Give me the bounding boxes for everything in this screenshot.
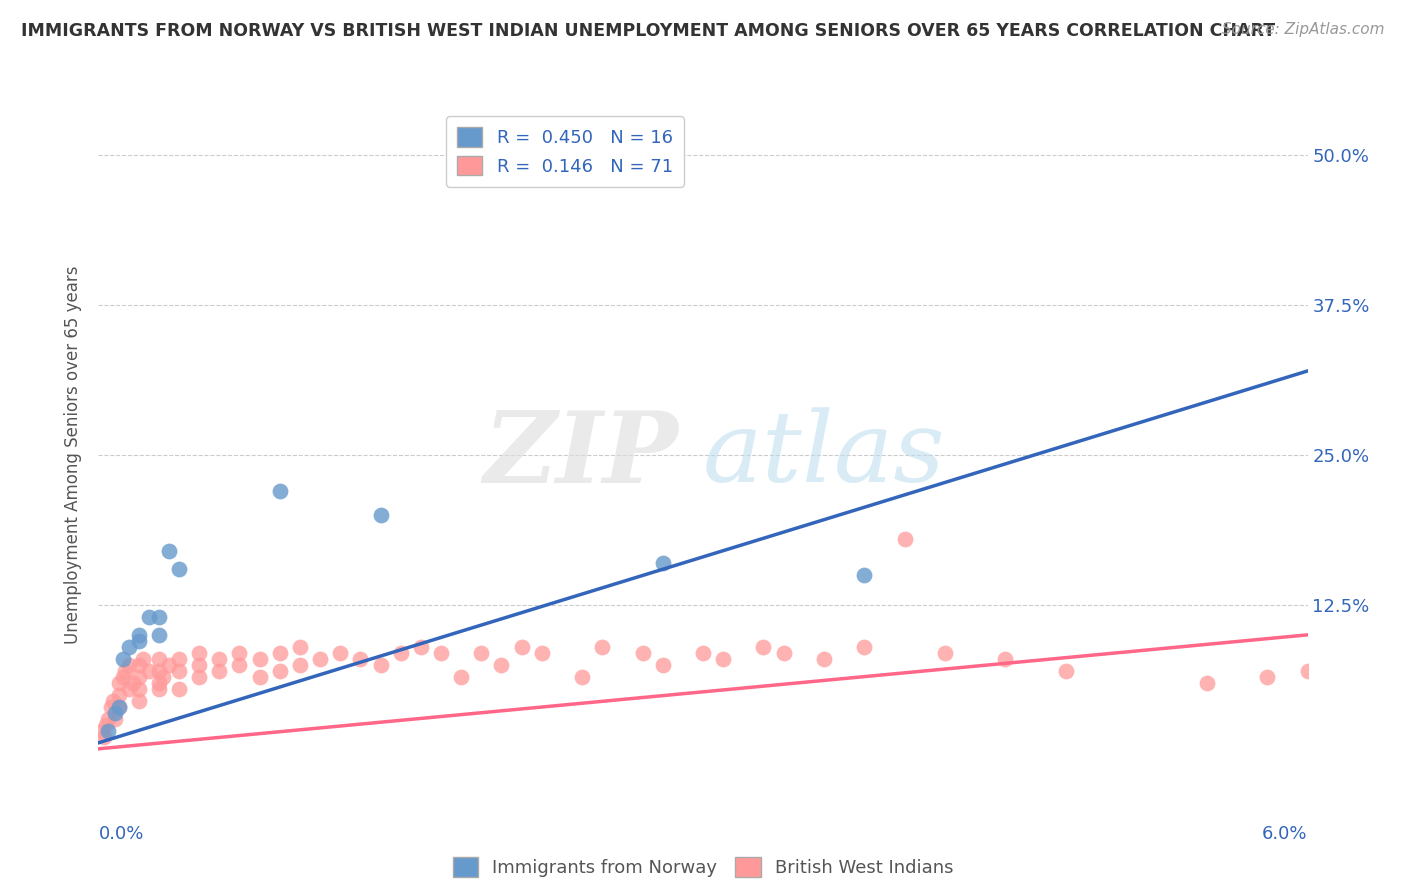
Point (249, 652, 271, 666)
Point (893, 532, 915, 546)
Point (167, 652, 190, 666)
Point (651, 556, 673, 570)
Text: Source: ZipAtlas.com: Source: ZipAtlas.com (1222, 22, 1385, 37)
Point (228, 646, 250, 660)
Point (1195, 676, 1218, 690)
Point (651, 657, 673, 672)
Point (571, 670, 593, 684)
Point (470, 646, 492, 660)
Point (1296, 664, 1319, 678)
Point (100, 699, 122, 714)
Point (148, 664, 170, 678)
Point (188, 670, 211, 684)
Point (111, 652, 134, 666)
Point (853, 567, 876, 582)
Point (148, 652, 170, 666)
Point (148, 628, 170, 642)
Point (97, 712, 120, 726)
Point (450, 670, 472, 684)
Point (208, 664, 231, 678)
Point (93, 730, 115, 744)
Point (409, 640, 432, 654)
Point (107, 676, 129, 690)
Point (101, 694, 124, 708)
Point (491, 657, 513, 672)
Point (309, 652, 332, 666)
Point (148, 676, 170, 690)
Point (711, 652, 734, 666)
Point (132, 652, 155, 666)
Point (148, 610, 170, 624)
Point (208, 652, 231, 666)
Point (118, 640, 141, 654)
Point (107, 688, 129, 702)
Point (91, 723, 114, 738)
Point (631, 646, 654, 660)
Point (148, 681, 170, 696)
Point (188, 646, 211, 660)
Point (118, 681, 141, 696)
Point (128, 633, 150, 648)
Point (349, 652, 371, 666)
Point (103, 712, 125, 726)
Point (128, 628, 150, 642)
Point (752, 640, 775, 654)
Point (772, 646, 794, 660)
Point (107, 699, 129, 714)
Point (97, 723, 120, 738)
Point (152, 670, 174, 684)
Point (370, 657, 392, 672)
Point (530, 646, 553, 660)
Point (228, 657, 250, 672)
Point (1054, 664, 1077, 678)
Point (430, 646, 453, 660)
Point (269, 664, 291, 678)
Point (138, 610, 160, 624)
Text: 0.0%: 0.0% (98, 825, 143, 843)
Text: ZIP: ZIP (484, 407, 679, 503)
Point (288, 640, 311, 654)
Point (853, 640, 876, 654)
Point (157, 544, 180, 558)
Point (188, 657, 211, 672)
Point (692, 646, 714, 660)
Point (96, 718, 118, 732)
Point (157, 657, 180, 672)
Text: 6.0%: 6.0% (1263, 825, 1308, 843)
Text: IMMIGRANTS FROM NORWAY VS BRITISH WEST INDIAN UNEMPLOYMENT AMONG SENIORS OVER 65: IMMIGRANTS FROM NORWAY VS BRITISH WEST I… (21, 22, 1275, 40)
Point (167, 664, 190, 678)
Point (510, 640, 533, 654)
Point (138, 664, 160, 678)
Point (103, 706, 125, 720)
Point (249, 670, 271, 684)
Point (128, 681, 150, 696)
Point (329, 646, 352, 660)
Point (269, 646, 291, 660)
Point (813, 652, 835, 666)
Point (121, 676, 143, 690)
Text: atlas: atlas (703, 408, 946, 502)
Point (128, 694, 150, 708)
Point (1256, 670, 1278, 684)
Point (118, 657, 141, 672)
Point (128, 670, 150, 684)
Point (114, 664, 136, 678)
Point (934, 646, 956, 660)
Legend: Immigrants from Norway, British West Indians: Immigrants from Norway, British West Ind… (446, 850, 960, 884)
Y-axis label: Unemployment Among Seniors over 65 years: Unemployment Among Seniors over 65 years (65, 266, 83, 644)
Point (128, 657, 150, 672)
Point (389, 646, 412, 660)
Point (288, 657, 311, 672)
Point (370, 508, 392, 522)
Point (994, 652, 1017, 666)
Point (107, 699, 129, 714)
Point (269, 483, 291, 498)
Point (167, 562, 190, 576)
Point (167, 681, 190, 696)
Point (591, 640, 613, 654)
Point (111, 670, 134, 684)
